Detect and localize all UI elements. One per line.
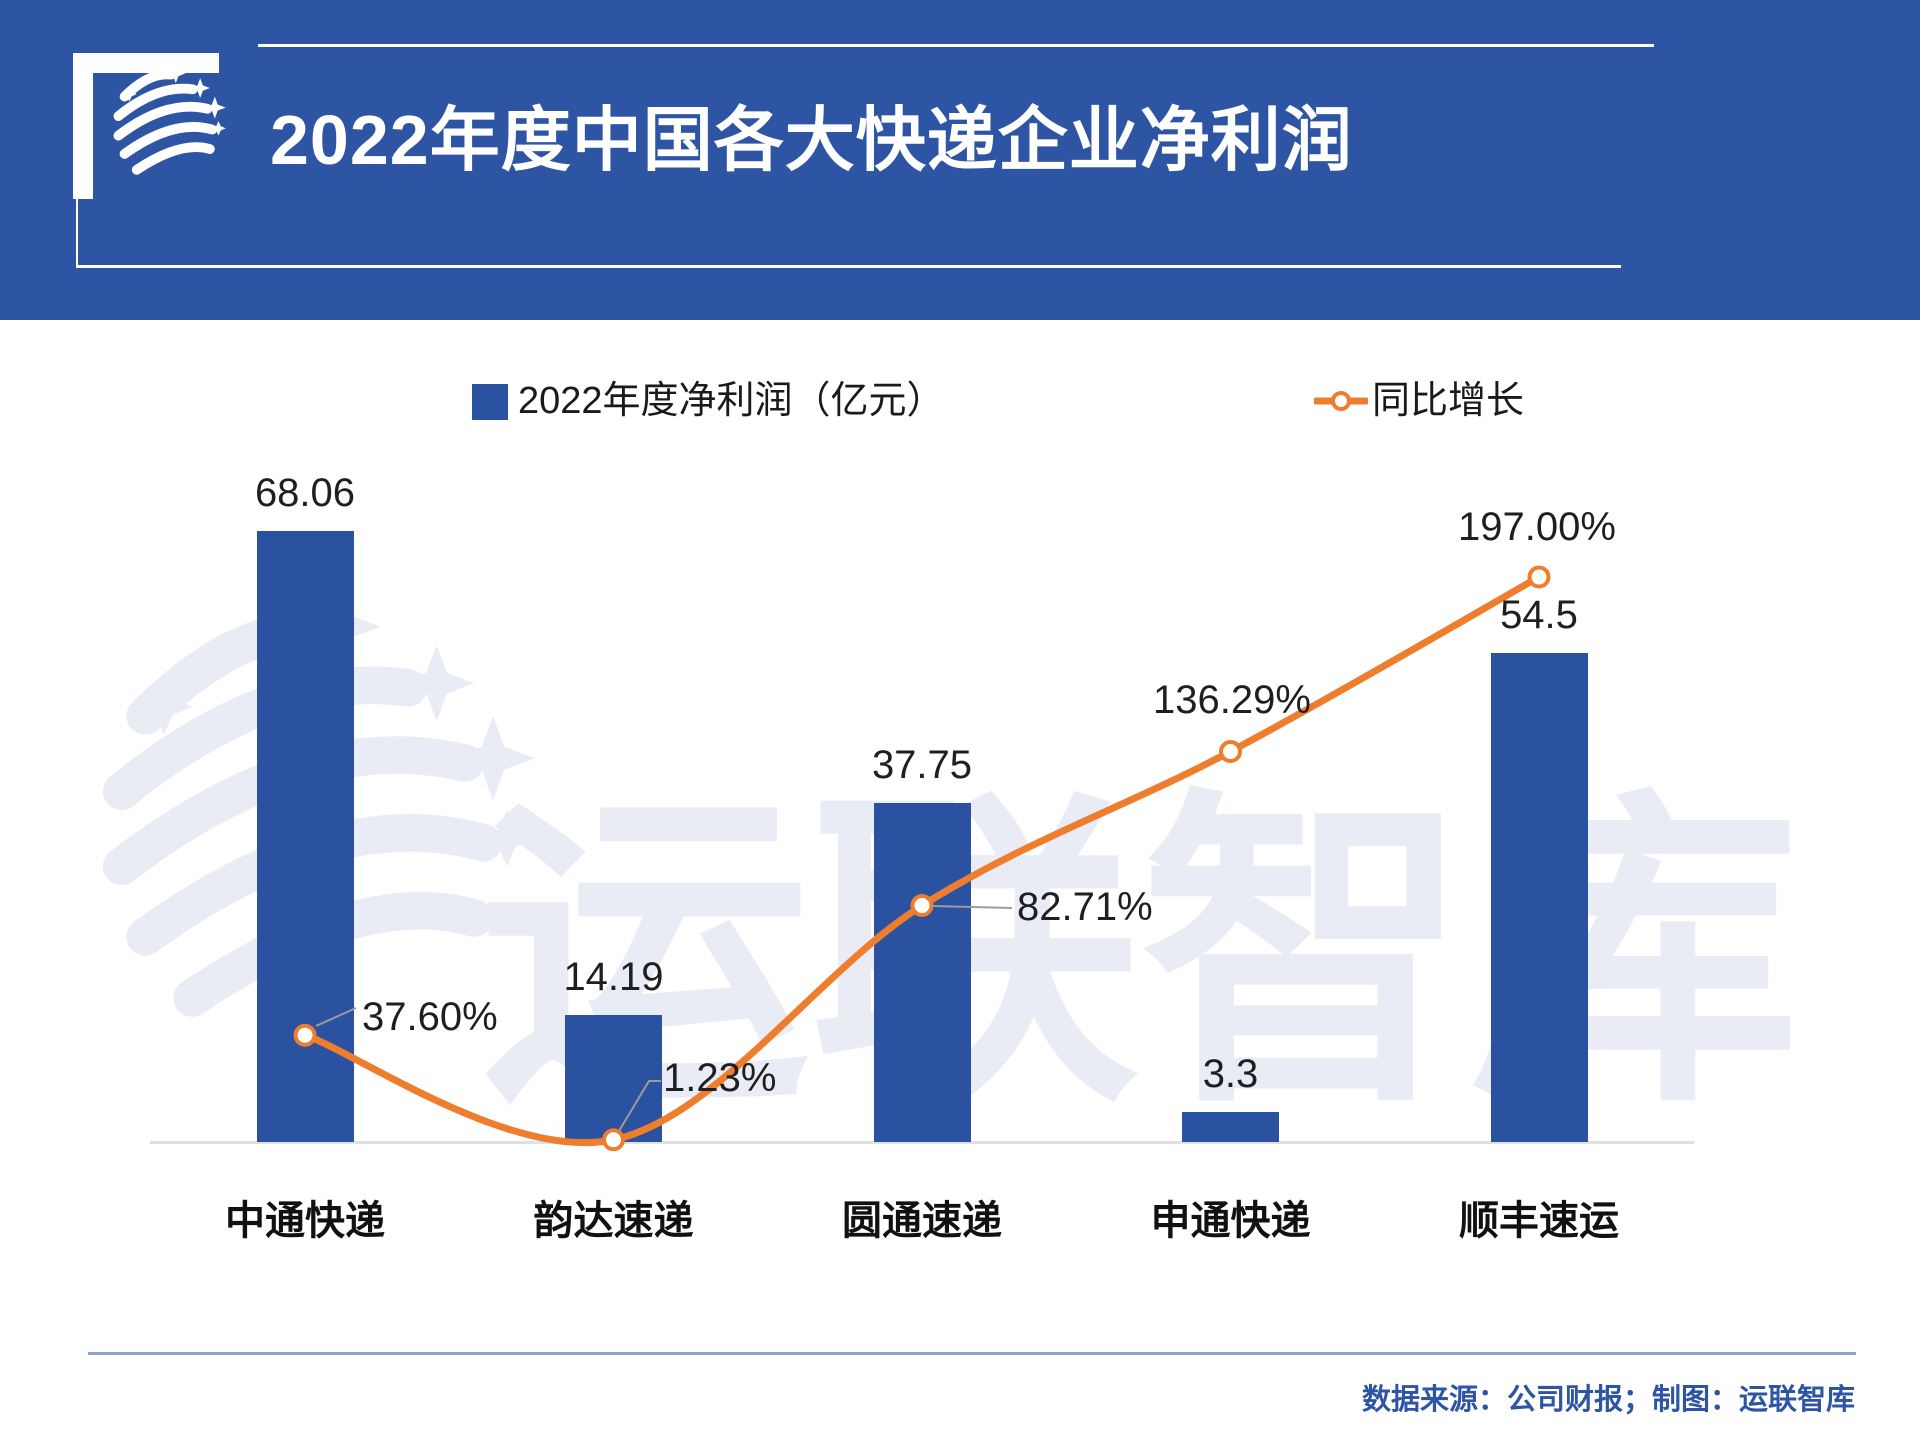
bar-韵达速递 — [565, 1014, 662, 1142]
bar-value-label: 54.5 — [1500, 592, 1578, 637]
header-banner: 2022年度中国各大快递企业净利润 — [0, 0, 1920, 320]
brand-globe-logo-icon — [100, 60, 232, 182]
growth-value-label: 197.00% — [1458, 505, 1616, 549]
banner-top-rule — [258, 44, 1654, 47]
legend-bar-label: 2022年度净利润（亿元） — [518, 380, 945, 422]
bar-value-label: 3.3 — [1202, 1052, 1259, 1097]
title-underline — [76, 265, 1621, 268]
bar-申通快递 — [1182, 1112, 1279, 1142]
legend-bar-swatch-icon — [472, 384, 508, 420]
growth-value-label: 136.29% — [1153, 678, 1311, 722]
legend-line-label: 同比增长 — [1372, 380, 1525, 422]
category-label-申通快递: 申通快递 — [1150, 1199, 1311, 1243]
bar-顺丰速运 — [1490, 652, 1588, 1142]
growth-point-marker — [1219, 740, 1242, 764]
legend-line-marker-icon — [1314, 391, 1368, 411]
bar-圆通速递 — [873, 803, 971, 1142]
category-label-圆通速递: 圆通速递 — [842, 1199, 1002, 1243]
category-label-中通快递: 中通快递 — [225, 1199, 385, 1243]
footer-divider — [88, 1352, 1856, 1355]
logo-bracket-horizontal — [73, 53, 219, 73]
data-source-note: 数据来源：公司财报；制图：运联智库 — [1361, 1384, 1855, 1416]
category-label-韵达速递: 韵达速递 — [533, 1199, 694, 1243]
bar-中通快递 — [256, 531, 354, 1142]
growth-value-label: 82.71% — [1017, 885, 1153, 929]
bar-value-label: 68.06 — [254, 471, 356, 516]
page-title: 2022年度中国各大快递企业净利润 — [270, 101, 1353, 179]
category-label-顺丰速运: 顺丰速运 — [1459, 1199, 1619, 1243]
growth-value-label: 1.23% — [663, 1056, 777, 1100]
title-underline-riser — [76, 198, 78, 268]
logo-bracket-vertical — [73, 53, 93, 199]
bar-value-label: 37.75 — [871, 743, 973, 788]
growth-point-marker — [1527, 565, 1551, 589]
bar-value-label: 14.19 — [563, 954, 664, 999]
